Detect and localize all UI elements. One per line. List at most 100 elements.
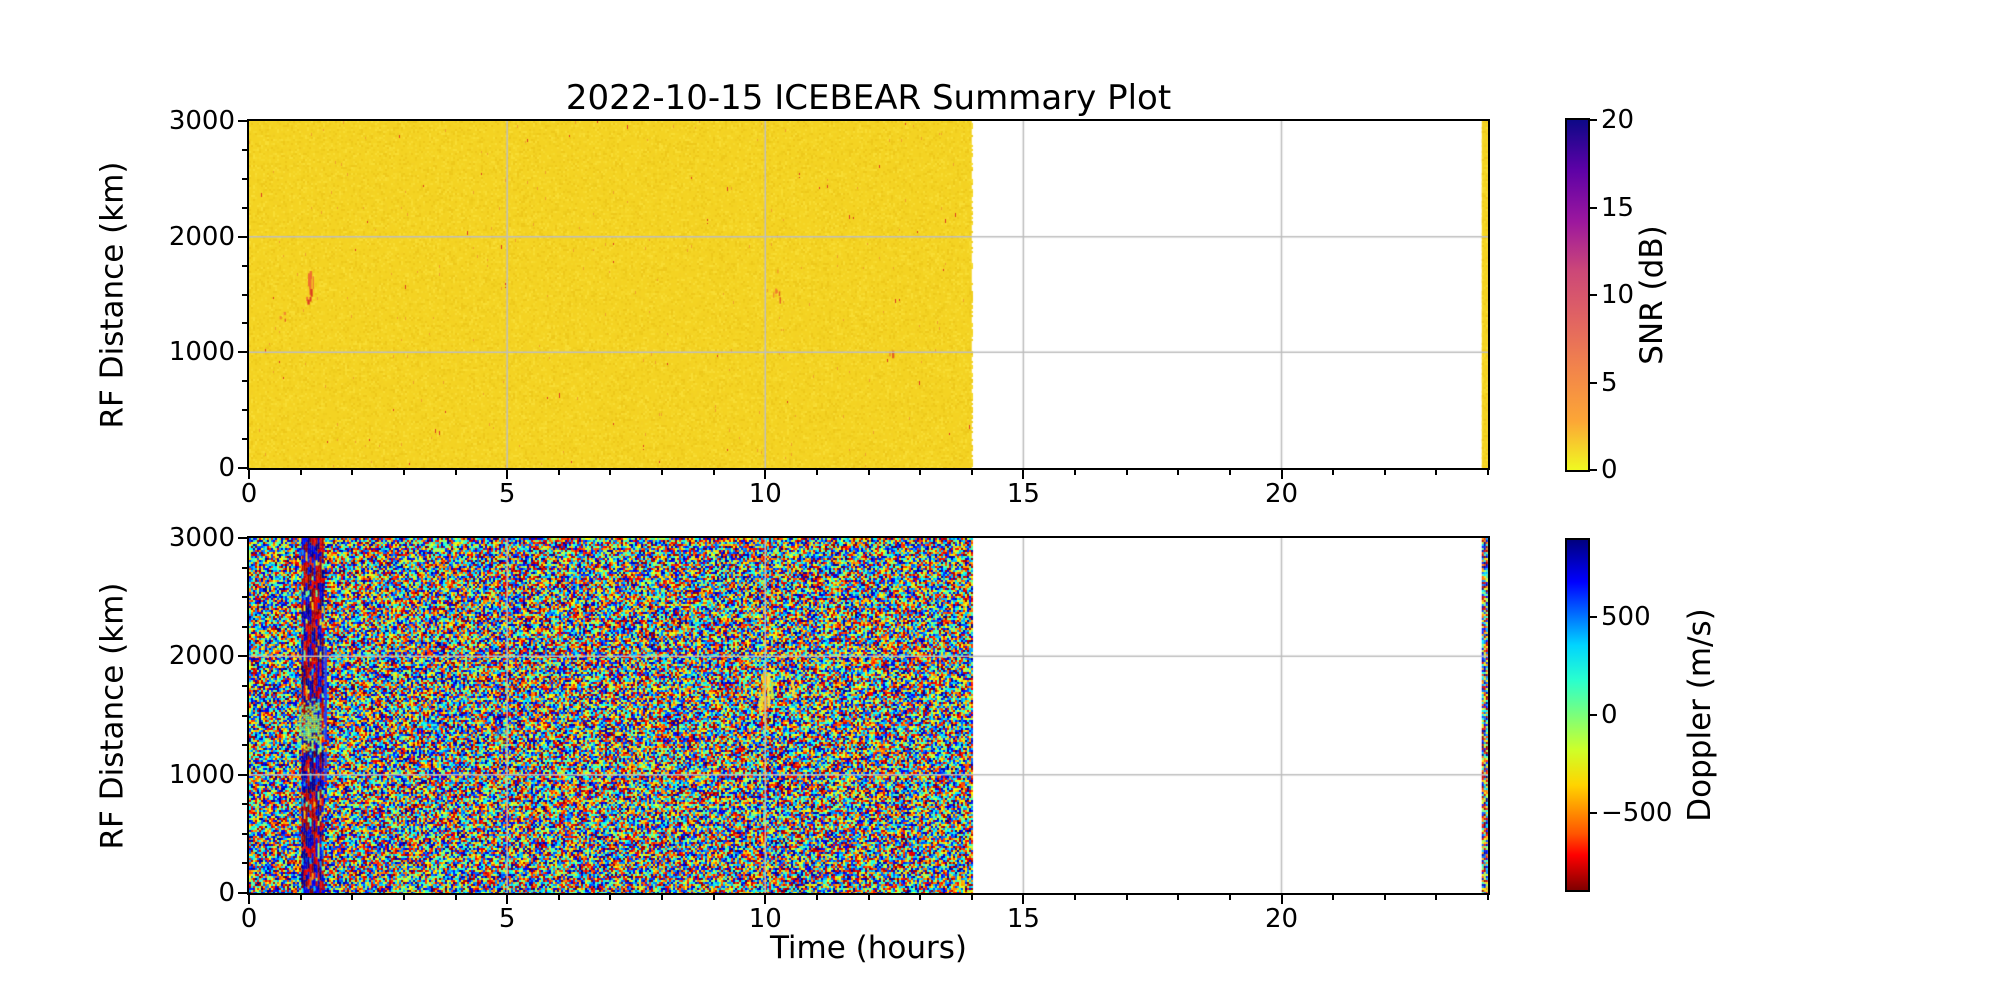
y-major-tick (238, 892, 247, 894)
x-tick-label: 5 (498, 479, 516, 509)
x-minor-tick (1487, 470, 1489, 475)
x-minor-tick (1228, 895, 1231, 900)
x-minor-tick (1332, 470, 1335, 475)
y-minor-tick (242, 322, 247, 325)
colorbar-tick (1590, 615, 1597, 618)
x-minor-tick (1125, 895, 1128, 900)
x-minor-tick (351, 470, 354, 475)
x-minor-tick (919, 895, 922, 900)
y-minor-tick (242, 625, 247, 628)
y-minor-tick (242, 832, 247, 835)
y-minor-tick (242, 714, 247, 717)
x-minor-tick (1074, 470, 1076, 475)
x-tick-label: 10 (748, 904, 782, 934)
y-tick-label: 0 (218, 453, 235, 483)
y-tick-label: 3000 (168, 106, 235, 136)
x-major-tick (506, 470, 509, 479)
x-minor-tick (609, 470, 612, 475)
y-minor-tick (242, 177, 247, 180)
x-minor-tick (712, 895, 715, 900)
y-major-tick (238, 773, 247, 776)
x-minor-tick (970, 470, 973, 475)
x-minor-tick (1332, 895, 1335, 900)
x-major-tick (764, 470, 767, 479)
colorbar-tick-label: −500 (1601, 798, 1673, 829)
colorbar-tick (1590, 812, 1597, 815)
x-minor-tick (1177, 470, 1180, 475)
y-minor-tick (242, 438, 247, 441)
colorbar-tick-label: 5 (1601, 367, 1618, 398)
x-tick-label: 10 (748, 479, 782, 509)
y-major-tick (238, 467, 247, 469)
x-tick-label: 0 (240, 479, 258, 509)
x-minor-tick (557, 470, 560, 475)
colorbar-tick-label: 20 (1601, 105, 1635, 135)
x-minor-tick (970, 895, 973, 900)
x-major-tick (248, 895, 250, 904)
x-minor-tick (867, 470, 870, 475)
x-tick-label: 20 (1264, 479, 1299, 509)
y-major-tick (238, 120, 247, 122)
colorbar-tick-label: 500 (1601, 601, 1651, 632)
colorbar-tick (1590, 381, 1597, 384)
y-minor-tick (242, 206, 247, 209)
y-minor-tick (242, 596, 247, 599)
x-minor-tick (609, 895, 612, 900)
y-minor-tick (242, 684, 247, 687)
x-minor-tick (351, 895, 354, 900)
y-major-tick (238, 655, 247, 658)
y-tick-label: 1000 (168, 337, 235, 368)
y-minor-tick (242, 293, 247, 296)
y-major-tick (238, 235, 247, 238)
y-minor-tick (242, 380, 247, 383)
y-minor-tick (242, 148, 247, 151)
x-minor-tick (299, 895, 302, 900)
colorbar-tick-label: 10 (1601, 280, 1635, 310)
x-minor-tick (402, 470, 405, 475)
colorbar-tick-label: 0 (1601, 455, 1618, 485)
y-minor-tick (242, 862, 247, 865)
colorbar-tick (1590, 206, 1597, 209)
x-minor-tick (815, 470, 818, 475)
colorbar-tick (1590, 714, 1597, 716)
y-axis-label-snr: RF Distance (km) (94, 161, 130, 428)
x-minor-tick (712, 470, 715, 475)
colorbar-tick-label: 15 (1601, 192, 1635, 223)
x-minor-tick (1435, 895, 1438, 900)
x-minor-tick (299, 470, 302, 475)
y-tick-label: 1000 (168, 759, 235, 790)
y-major-tick (238, 537, 247, 539)
x-tick-label: 15 (1006, 479, 1040, 509)
doppler-panel (247, 536, 1490, 895)
x-tick-label: 15 (1006, 904, 1040, 934)
x-tick-label: 5 (498, 904, 516, 934)
plot-title: 2022-10-15 ICEBEAR Summary Plot (565, 78, 1172, 118)
y-tick-label: 2000 (168, 221, 235, 252)
x-minor-tick (919, 470, 922, 475)
x-major-tick (1280, 895, 1283, 904)
snr-panel (247, 119, 1490, 470)
x-minor-tick (815, 895, 818, 900)
x-minor-tick (661, 895, 663, 900)
x-minor-tick (1074, 895, 1076, 900)
x-major-tick (1022, 470, 1025, 479)
x-minor-tick (454, 470, 457, 475)
doppler-heatmap-canvas (249, 538, 1488, 893)
x-minor-tick (1125, 470, 1128, 475)
colorbar-tick (1590, 469, 1597, 471)
x-minor-tick (867, 895, 870, 900)
y-minor-tick (242, 566, 247, 569)
snr-colorbar (1565, 118, 1590, 472)
x-tick-label: 20 (1264, 904, 1299, 934)
y-major-tick (238, 351, 247, 354)
x-axis-label: Time (hours) (769, 930, 968, 966)
y-minor-tick (242, 744, 247, 747)
y-axis-label-doppler: RF Distance (km) (94, 582, 130, 849)
doppler-colorbar (1565, 538, 1590, 892)
x-minor-tick (1487, 895, 1489, 900)
x-minor-tick (557, 895, 560, 900)
x-major-tick (764, 895, 767, 904)
colorbar-tick (1590, 119, 1597, 121)
x-minor-tick (1383, 895, 1386, 900)
